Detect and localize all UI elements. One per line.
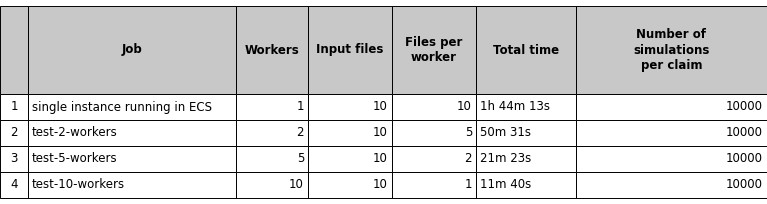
Text: Total time: Total time bbox=[493, 43, 559, 57]
Text: 10: 10 bbox=[373, 178, 388, 192]
Text: 1: 1 bbox=[297, 101, 304, 113]
Bar bbox=[236, 172, 308, 198]
Bar bbox=[236, 6, 308, 94]
Bar bbox=[0, 120, 28, 146]
Bar bbox=[392, 172, 476, 198]
Text: test-5-workers: test-5-workers bbox=[32, 153, 117, 165]
Bar bbox=[308, 172, 392, 198]
Bar bbox=[236, 146, 308, 172]
Bar bbox=[476, 172, 576, 198]
Bar bbox=[476, 120, 576, 146]
Text: test-10-workers: test-10-workers bbox=[32, 178, 125, 192]
Bar bbox=[476, 6, 576, 94]
Text: 1h 44m 13s: 1h 44m 13s bbox=[480, 101, 550, 113]
Text: Input files: Input files bbox=[316, 43, 384, 57]
Text: 10: 10 bbox=[373, 126, 388, 140]
Text: test-2-workers: test-2-workers bbox=[32, 126, 118, 140]
Bar bbox=[308, 6, 392, 94]
Bar bbox=[576, 120, 767, 146]
Bar bbox=[576, 6, 767, 94]
Text: 3: 3 bbox=[10, 153, 18, 165]
Bar bbox=[476, 146, 576, 172]
Text: 10000: 10000 bbox=[726, 126, 763, 140]
Text: 1: 1 bbox=[10, 101, 18, 113]
Text: 10: 10 bbox=[289, 178, 304, 192]
Text: 10000: 10000 bbox=[726, 153, 763, 165]
Bar bbox=[0, 94, 28, 120]
Bar bbox=[0, 6, 28, 94]
Bar bbox=[576, 172, 767, 198]
Text: Workers: Workers bbox=[245, 43, 299, 57]
Text: 10000: 10000 bbox=[726, 101, 763, 113]
Text: 10: 10 bbox=[457, 101, 472, 113]
Text: 4: 4 bbox=[10, 178, 18, 192]
Bar bbox=[576, 146, 767, 172]
Bar bbox=[308, 94, 392, 120]
Text: Files per
worker: Files per worker bbox=[405, 36, 463, 64]
Text: single instance running in ECS: single instance running in ECS bbox=[32, 101, 212, 113]
Bar bbox=[476, 94, 576, 120]
Bar bbox=[28, 94, 236, 120]
Text: Number of
simulations
per claim: Number of simulations per claim bbox=[634, 29, 709, 71]
Bar bbox=[0, 146, 28, 172]
Text: 10: 10 bbox=[373, 153, 388, 165]
Text: 2: 2 bbox=[10, 126, 18, 140]
Text: 5: 5 bbox=[297, 153, 304, 165]
Bar bbox=[0, 172, 28, 198]
Bar bbox=[28, 6, 236, 94]
Bar bbox=[28, 120, 236, 146]
Text: 10000: 10000 bbox=[726, 178, 763, 192]
Text: 11m 40s: 11m 40s bbox=[480, 178, 532, 192]
Text: 50m 31s: 50m 31s bbox=[480, 126, 531, 140]
Bar bbox=[576, 94, 767, 120]
Text: 21m 23s: 21m 23s bbox=[480, 153, 532, 165]
Text: 2: 2 bbox=[465, 153, 472, 165]
Bar bbox=[392, 94, 476, 120]
Text: Job: Job bbox=[122, 43, 143, 57]
Bar bbox=[28, 146, 236, 172]
Bar bbox=[236, 94, 308, 120]
Bar bbox=[392, 6, 476, 94]
Bar bbox=[28, 172, 236, 198]
Bar bbox=[236, 120, 308, 146]
Bar bbox=[392, 146, 476, 172]
Text: 10: 10 bbox=[373, 101, 388, 113]
Bar bbox=[308, 120, 392, 146]
Text: 2: 2 bbox=[297, 126, 304, 140]
Bar bbox=[392, 120, 476, 146]
Text: 1: 1 bbox=[465, 178, 472, 192]
Text: 5: 5 bbox=[465, 126, 472, 140]
Bar bbox=[308, 146, 392, 172]
